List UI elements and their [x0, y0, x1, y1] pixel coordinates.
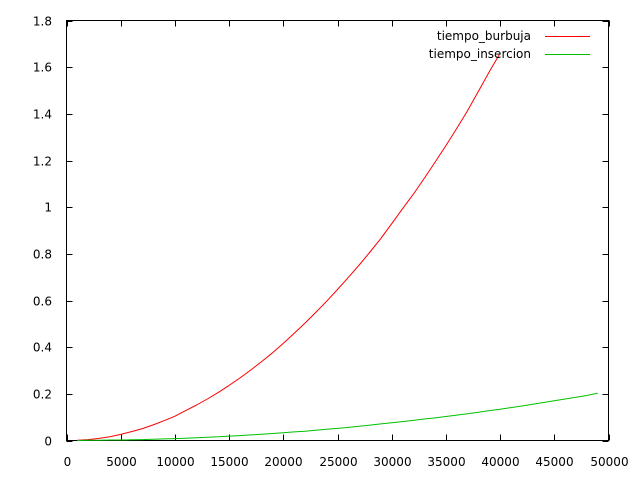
axis-ticks	[66, 20, 610, 442]
x-tick-label: 15000	[210, 455, 248, 469]
y-tick-label: 1	[44, 201, 52, 215]
x-tick-label: 50000	[590, 455, 628, 469]
y-tick-label: 1.8	[33, 15, 52, 29]
y-tick-label: 0.4	[33, 341, 52, 355]
series-line-tiempo_insercion	[77, 392, 598, 441]
legend: tiempo_burbuja tiempo_insercion	[429, 29, 590, 61]
x-tick-label: 0	[64, 455, 72, 469]
x-tick-label: 25000	[319, 455, 357, 469]
legend-label-tiempo_insercion: tiempo_insercion	[429, 47, 531, 61]
y-tick-label: 0	[44, 435, 52, 449]
series-line-tiempo_burbuja	[77, 52, 501, 441]
y-tick-label: 1.2	[33, 155, 52, 169]
x-tick-label: 45000	[535, 455, 573, 469]
plot-frame	[66, 20, 609, 441]
x-tick-label: 10000	[156, 455, 194, 469]
y-tick-label: 0.6	[33, 295, 52, 309]
y-tick-labels: 0 0.2 0.4 0.6 0.8 1 1.2 1.4 1.6 1.8	[33, 15, 52, 449]
series-lines	[77, 52, 598, 441]
y-tick-label: 0.8	[33, 248, 52, 262]
x-tick-label: 35000	[427, 455, 465, 469]
x-tick-labels: 0 5000 10000 15000 20000 25000 30000 35000 40000…	[64, 455, 629, 469]
x-tick-label: 40000	[481, 455, 519, 469]
x-tick-label: 20000	[264, 455, 302, 469]
legend-label-tiempo_burbuja: tiempo_burbuja	[437, 29, 531, 43]
y-tick-label: 0.2	[33, 388, 52, 402]
x-tick-label: 5000	[106, 455, 137, 469]
y-tick-label: 1.4	[33, 108, 52, 122]
y-tick-label: 1.6	[33, 61, 52, 75]
x-tick-label: 30000	[373, 455, 411, 469]
